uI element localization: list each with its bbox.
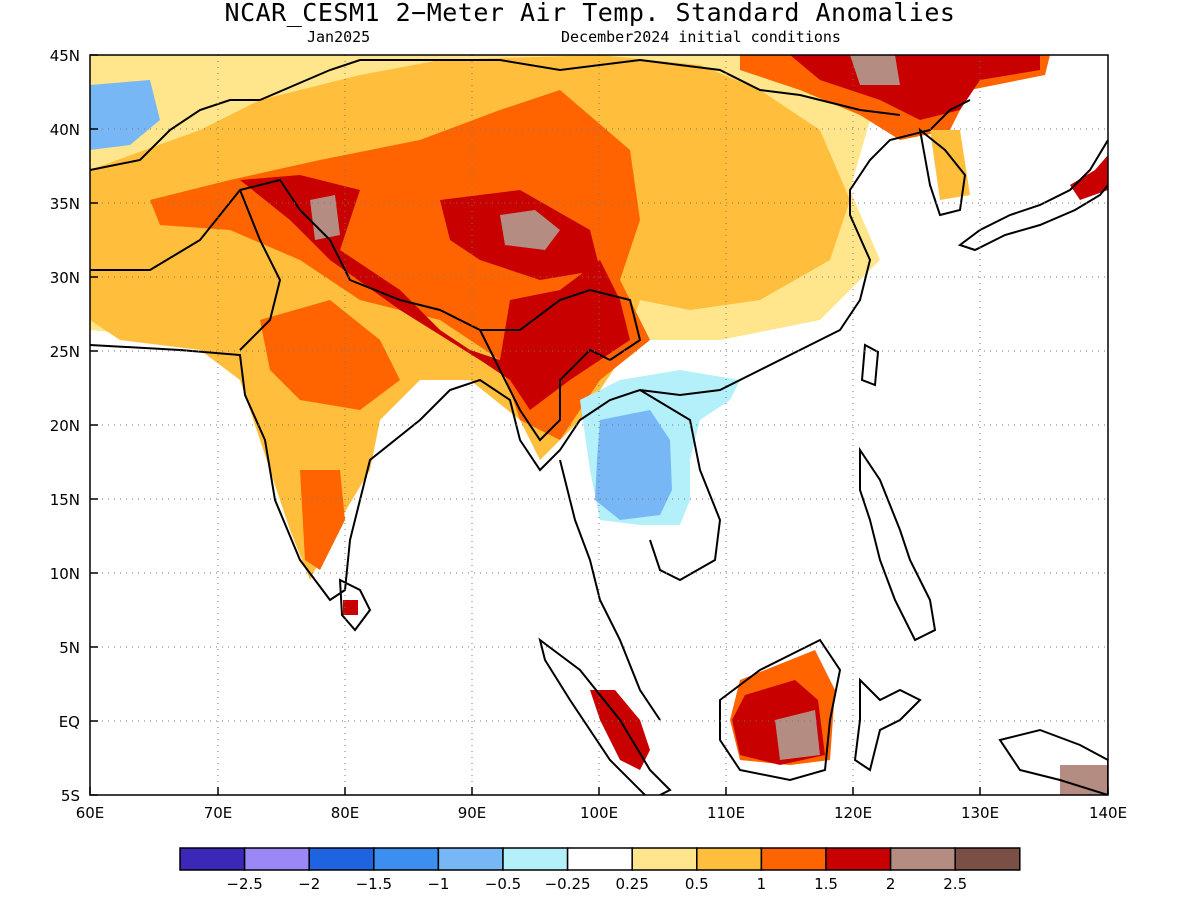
colorbar-label: 2 [886, 875, 896, 893]
colorbar-swatch [373, 847, 440, 871]
coastline-new-guinea [998, 728, 1108, 795]
colorbar-label: −2 [298, 875, 320, 893]
colorbar-swatch [696, 847, 763, 871]
anomaly-region-peak-2 [310, 195, 340, 240]
colorbar-label: 0.5 [685, 875, 709, 893]
lat-label: 40N [50, 121, 80, 139]
coastline-philippines [859, 446, 937, 642]
coastline-taiwan [860, 343, 880, 387]
lon-label: 130E [961, 804, 999, 822]
colorbar-label: 0.25 [615, 875, 648, 893]
colorbar-swatch [502, 847, 569, 871]
anomaly-region-japan [1070, 155, 1108, 200]
lon-label: 90E [458, 804, 487, 822]
colorbar-swatch [825, 847, 892, 871]
lon-label: 140E [1089, 804, 1127, 822]
colorbar-swatch [760, 847, 827, 871]
coastline-sumatra [538, 637, 672, 795]
lat-label: 15N [50, 491, 80, 509]
lon-label: 60E [76, 804, 105, 822]
lon-label: 80E [331, 804, 360, 822]
colorbar-swatch [889, 847, 956, 871]
anomaly-region-thailand-cold [595, 410, 672, 520]
anomaly-region-central-india [260, 300, 400, 410]
border-myanmar [479, 329, 611, 442]
coastline-borneo [719, 638, 842, 782]
map-title: NCAR_CESM1 2−Meter Air Temp. Standard An… [224, 0, 956, 27]
anomaly-region-korea [930, 130, 970, 200]
anomaly-region-sumatra [590, 690, 650, 770]
latitude-labels: 45N 40N 35N 30N 25N 20N 15N 10N 5N EQ 5S [50, 47, 80, 805]
axis-ticks [89, 54, 1109, 796]
colorbar-swatch [179, 847, 246, 871]
colorbar-swatch [566, 847, 633, 871]
colorbar-swatch [954, 847, 1021, 871]
coastline-sulawesi [853, 677, 922, 772]
colorbar-label: −1.5 [356, 875, 392, 893]
colorbar-swatch [308, 847, 375, 871]
lon-label: 70E [204, 804, 233, 822]
lon-label: 100E [580, 804, 618, 822]
colorbar-label: 1 [757, 875, 767, 893]
longitude-labels: 60E 70E 80E 90E 100E 110E 120E 130E 140E [76, 804, 1127, 822]
coastline-indochina [639, 389, 722, 582]
coastline-arabia-india [90, 99, 971, 602]
anomaly-region-northeast-peak [850, 55, 900, 85]
colorbar: −2.5 −2 −1.5 −1 −0.5 −0.25 0.25 0.5 1 1.5 2 2.5 [179, 847, 1021, 893]
forecast-month: Jan2025 [307, 28, 371, 46]
lat-label: 5S [61, 787, 80, 805]
anomaly-field [90, 55, 1108, 795]
coastline-malay-peninsula [559, 459, 661, 721]
colorbar-label: 1.5 [814, 875, 838, 893]
anomaly-region-west-asia-cool [90, 80, 160, 150]
border-central-asia [90, 99, 260, 171]
colorbar-swatch [631, 847, 698, 871]
lon-label: 120E [834, 804, 872, 822]
anomaly-region-peak-1 [500, 210, 560, 250]
anomaly-region-sri-lanka [343, 600, 358, 615]
anomaly-region-northeast-core [790, 55, 1040, 120]
border-himalaya [90, 178, 642, 361]
coastline-korea [918, 127, 967, 217]
colorbar-label: 2.5 [943, 875, 967, 893]
anomaly-region-borneo-peak [775, 710, 820, 760]
colorbar-swatch [437, 847, 504, 871]
colorbar-label: −2.5 [226, 875, 262, 893]
anomaly-region-new-guinea [1060, 765, 1108, 795]
coastlines [90, 58, 1108, 795]
lat-label: 30N [50, 269, 80, 287]
lat-label: 20N [50, 417, 80, 435]
coastline-sri-lanka [338, 578, 372, 632]
lat-label: 25N [50, 343, 80, 361]
lat-label: 35N [50, 195, 80, 213]
lon-label: 110E [707, 804, 745, 822]
lat-label: EQ [59, 713, 80, 731]
border-china-mongolia [259, 58, 901, 116]
anomaly-region-peninsula [300, 470, 345, 570]
initial-conditions: December2024 initial conditions [561, 28, 841, 46]
lat-label: 5N [59, 639, 80, 657]
lat-label: 45N [50, 47, 80, 65]
colorbar-label: −0.25 [545, 875, 591, 893]
border-india-pakistan [239, 189, 282, 351]
colorbar-swatch [243, 847, 310, 871]
lat-label: 10N [50, 565, 80, 583]
colorbar-label: −1 [427, 875, 449, 893]
colorbar-label: −0.5 [485, 875, 521, 893]
coastline-japan [957, 139, 1108, 252]
